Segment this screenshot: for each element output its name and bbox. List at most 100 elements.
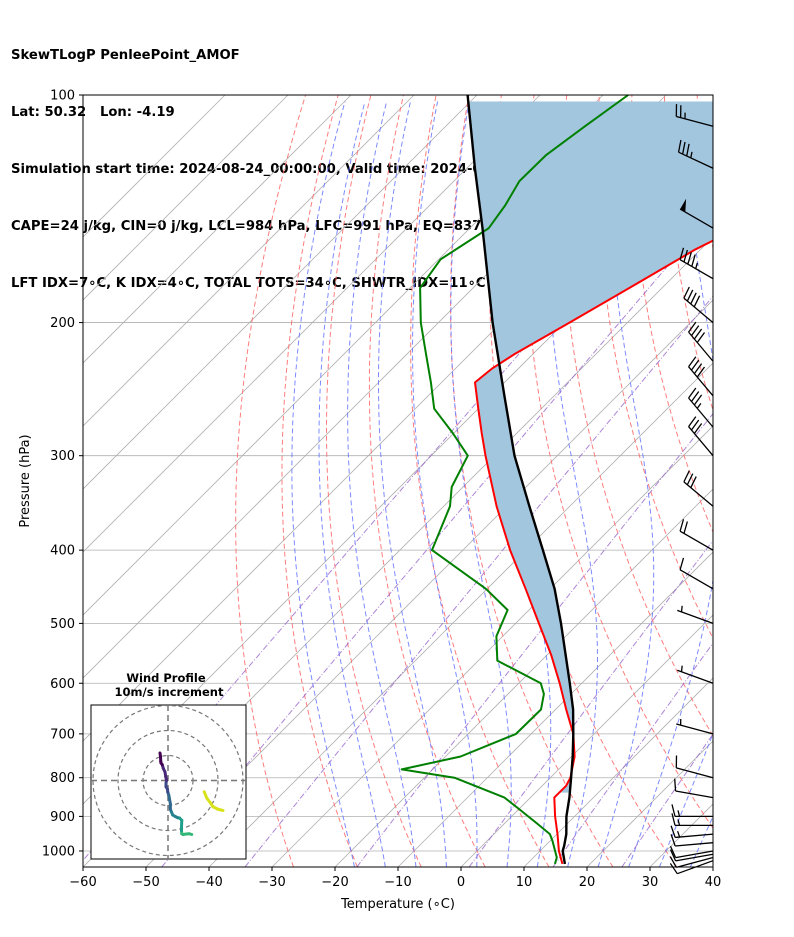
- wind-barb: [679, 247, 714, 280]
- isotherm: [83, 95, 604, 616]
- wind-barb: [669, 856, 714, 868]
- wind-barb: [677, 139, 714, 169]
- wind-barb: [679, 557, 714, 590]
- wind-barb: [670, 825, 714, 839]
- isotherm: [83, 95, 541, 553]
- x-tick-label: 0: [457, 875, 465, 890]
- dry-adiabat: [235, 95, 307, 867]
- wind-barb: [683, 286, 714, 324]
- moist-adiabat: [291, 101, 355, 867]
- y-tick-label: 100: [50, 89, 75, 104]
- moist-adiabat: [347, 101, 417, 867]
- x-tick-label: −50: [132, 875, 159, 890]
- y-tick-label: 400: [50, 544, 75, 559]
- y-tick-label: 200: [50, 316, 75, 331]
- wind-barbs: [669, 104, 714, 875]
- moist-adiabat: [659, 732, 713, 867]
- moist-adiabat: [412, 101, 478, 867]
- parcel-line: [466, 95, 575, 865]
- wind-barb: [669, 846, 714, 859]
- x-tick-label: −30: [258, 875, 285, 890]
- mixing-ratio-line: [552, 642, 713, 867]
- y-axis: 100 200 300 400 500 600 700 800 900 1000: [42, 89, 83, 859]
- wind-barb: [671, 813, 713, 827]
- title-line-station: SkewTLogP PenleePoint_AMOF: [11, 48, 240, 63]
- dry-adiabat: [410, 95, 550, 867]
- isotherm: [208, 362, 713, 867]
- isotherm: [83, 95, 289, 301]
- y-tick-label: 700: [50, 727, 75, 742]
- isotherm: [523, 677, 713, 867]
- y-axis-label: Pressure (hPa): [18, 434, 33, 527]
- hodograph-segment: [202, 790, 209, 800]
- wind-barb: [688, 321, 714, 362]
- wind-barb: [669, 849, 714, 862]
- wind-barb: [675, 755, 714, 779]
- isotherm: [460, 614, 713, 867]
- x-tick-label: −40: [195, 875, 222, 890]
- wind-barb: [683, 470, 714, 507]
- wind-barb: [688, 387, 714, 428]
- dry-adiabat: [525, 95, 713, 829]
- x-tick-label: 20: [579, 875, 596, 890]
- wind-barb: [677, 605, 714, 625]
- wind-barb: [679, 198, 714, 229]
- isotherm: [397, 551, 713, 867]
- isotherm: [83, 95, 352, 364]
- hodograph: [91, 705, 246, 859]
- moist-adiabat: [378, 101, 447, 867]
- inset-subtitle: 10m/s increment: [115, 685, 224, 699]
- dry-adiabat: [281, 95, 358, 867]
- moist-adiabat: [721, 102, 794, 868]
- temperature-line: [474, 239, 713, 865]
- hodograph-segment: [158, 751, 162, 758]
- isotherm: [145, 299, 713, 867]
- x-axis-label: Temperature (∘C): [340, 897, 455, 912]
- moist-adiabat: [318, 101, 386, 867]
- y-tick-label: 800: [50, 771, 75, 786]
- mixing-ratio-line: [244, 295, 713, 867]
- sounding-traces: [400, 95, 713, 865]
- dry-adiabat: [730, 95, 794, 867]
- wind-barb: [675, 104, 714, 127]
- wind-barb: [679, 519, 714, 551]
- y-tick-label: 500: [50, 617, 75, 632]
- wind-barb: [670, 834, 714, 847]
- x-tick-label: −60: [69, 875, 96, 890]
- wind-barb: [688, 356, 714, 397]
- isotherm: [83, 95, 226, 238]
- y-tick-label: 300: [50, 449, 75, 464]
- dry-adiabat: [762, 95, 794, 867]
- wind-barb: [688, 416, 714, 457]
- x-tick-label: 30: [642, 875, 659, 890]
- wind-barb: [677, 665, 714, 684]
- x-tick-label: −20: [321, 875, 348, 890]
- wind-profile-inset: Wind Profile 10m/s increment: [90, 671, 247, 860]
- x-tick-label: 40: [705, 875, 722, 890]
- wind-barb: [674, 778, 714, 799]
- x-tick-label: −10: [384, 875, 411, 890]
- mixing-ratio-line: [468, 539, 713, 867]
- isotherm: [271, 425, 713, 867]
- wind-barb: [671, 804, 713, 818]
- dry-adiabat: [664, 95, 713, 412]
- isotherm: [83, 95, 478, 490]
- isotherm: [334, 488, 713, 867]
- dry-adiabat: [561, 95, 713, 737]
- y-tick-label: 1000: [42, 844, 75, 859]
- title-line-indices: LFT IDX=7∘C, K IDX=4∘C, TOTAL TOTS=34∘C,…: [11, 276, 486, 291]
- x-axis: −60 −50 −40 −30 −20 −10 0 10 20 30 40: [69, 867, 721, 890]
- inset-title: Wind Profile: [126, 671, 206, 685]
- mixing-ratio-line: [356, 412, 713, 867]
- moist-adiabat: [546, 101, 598, 867]
- x-tick-label: 10: [516, 875, 533, 890]
- dewpoint-line: [400, 95, 629, 865]
- moist-adiabat: [597, 101, 655, 867]
- moist-adiabat: [628, 101, 713, 867]
- y-tick-label: 600: [50, 677, 75, 692]
- isotherm: [776, 95, 794, 867]
- wind-barb: [676, 719, 714, 735]
- isotherm: [712, 866, 713, 867]
- isotherm: [83, 95, 415, 427]
